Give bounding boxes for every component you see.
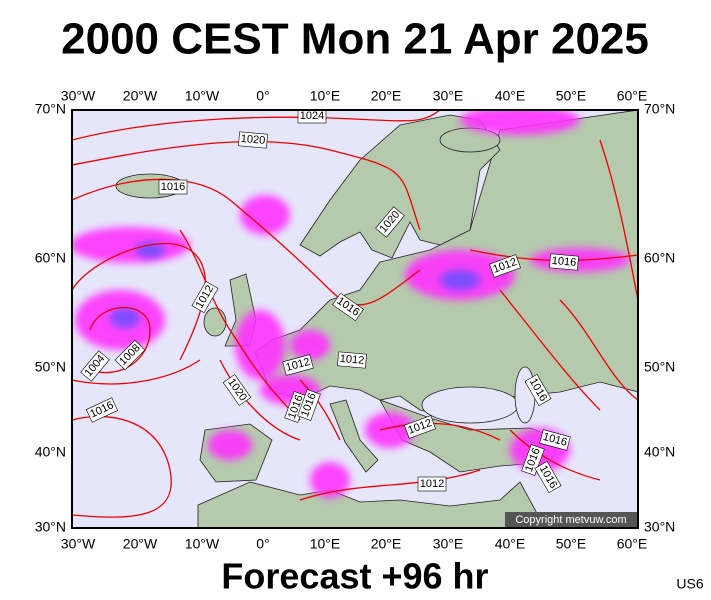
latitude-label: 70°N <box>644 101 675 117</box>
isobar-label-box <box>404 415 436 439</box>
isobar-label-box <box>417 476 447 492</box>
latitude-label: 40°N <box>35 444 66 460</box>
isobar-label-box <box>191 280 219 314</box>
longitude-label: 20°W <box>123 536 158 552</box>
isobar-label: 1016 <box>549 253 579 271</box>
isobar-label: 1012 <box>404 415 436 439</box>
isobar-label: 1016 <box>539 429 571 451</box>
longitude-label: 10°E <box>310 88 341 104</box>
isobar-label: 1012 <box>489 254 521 278</box>
longitude-label: 60°E <box>617 536 648 552</box>
longitude-label: 10°E <box>310 536 341 552</box>
isobar-label: 1012 <box>417 476 447 492</box>
isobar-label-box <box>375 206 405 238</box>
isobar-label-box <box>158 179 188 195</box>
longitude-label: 0° <box>256 536 269 552</box>
isobar-label-box <box>534 460 562 494</box>
isobar-label-text: 1024 <box>300 110 324 122</box>
isobar-label-text: 1016 <box>551 255 576 269</box>
isobar-label-box <box>549 253 579 271</box>
isobar-label: 1024 <box>297 110 327 124</box>
isobar-label: 1020 <box>238 131 268 149</box>
latitude-label: 60°N <box>35 250 66 266</box>
isobar-label-box <box>222 374 252 406</box>
latitude-label: 70°N <box>35 101 66 117</box>
latitude-label: 50°N <box>35 359 66 375</box>
isobar-label-box <box>524 373 552 407</box>
isobar-label: 1012 <box>282 354 314 376</box>
model-code: US6 <box>676 576 703 592</box>
longitude-label: 60°E <box>617 88 648 104</box>
latitude-label: 30°N <box>35 519 66 535</box>
isobar-label-box <box>539 429 571 451</box>
isobar-label-text: 1012 <box>339 353 364 367</box>
isobar-label-box <box>238 131 268 149</box>
longitude-label: 40°E <box>495 536 526 552</box>
longitude-label: 10°W <box>185 536 220 552</box>
longitude-label: 0° <box>256 88 269 104</box>
longitude-label: 40°E <box>495 88 526 104</box>
longitude-label: 20°E <box>371 536 402 552</box>
isobar-label-box <box>337 351 367 369</box>
latitude-label: 40°N <box>644 444 675 460</box>
forecast-label: Forecast +96 hr <box>221 556 488 597</box>
isobar-label-text: 1012 <box>420 478 444 490</box>
isobar-label-box <box>521 444 545 476</box>
longitude-label: 50°E <box>556 536 587 552</box>
latitude-label: 50°N <box>644 359 675 375</box>
isobar-label-text: 1020 <box>240 133 265 147</box>
longitude-label: 30°W <box>61 88 96 104</box>
isobar-label: 1012 <box>337 351 367 369</box>
isobar-label-box <box>297 389 321 421</box>
longitude-label: 30°W <box>61 536 96 552</box>
isobar-label-text: 1016 <box>161 181 185 193</box>
isobar-label-box <box>85 397 119 423</box>
isobar-label-box <box>297 110 327 124</box>
isobar-label-box <box>332 292 364 322</box>
longitude-label: 10°W <box>185 88 220 104</box>
copyright: Copyright metvuw.com <box>515 514 626 526</box>
isobar-label: 1016 <box>158 179 188 195</box>
isobar-label-box <box>114 339 146 371</box>
title: 2000 CEST Mon 21 Apr 2025 <box>61 15 649 64</box>
longitude-label: 50°E <box>556 88 587 104</box>
longitude-label: 30°E <box>433 536 464 552</box>
longitude-label: 20°W <box>123 88 158 104</box>
latitude-label: 30°N <box>644 519 675 535</box>
longitude-label: 30°E <box>433 88 464 104</box>
latitude-label: 60°N <box>644 250 675 266</box>
isobar-label-box <box>489 254 521 278</box>
longitude-label: 20°E <box>371 88 402 104</box>
isobar-label-box <box>282 354 314 376</box>
isobar-label: 1016 <box>297 389 321 421</box>
isobar-label-box <box>80 350 110 382</box>
